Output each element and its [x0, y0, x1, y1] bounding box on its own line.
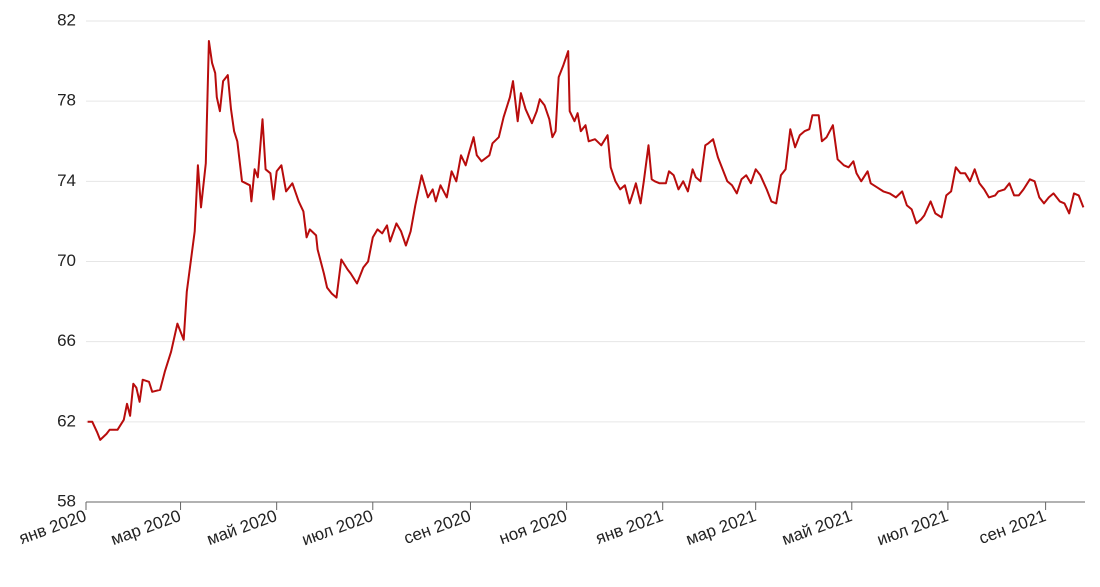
y-tick-label: 82	[57, 10, 76, 29]
y-tick-label: 62	[57, 411, 76, 430]
x-tick-label: янв 2020	[16, 506, 88, 548]
x-tick-label: ноя 2020	[497, 506, 570, 548]
x-tick-label: май 2020	[204, 506, 279, 549]
x-tick-label: мар 2021	[683, 506, 758, 549]
x-tick-label: сен 2021	[976, 506, 1048, 548]
y-tick-label: 78	[57, 91, 76, 110]
y-tick-label: 74	[57, 171, 76, 190]
line	[87, 40, 1085, 441]
x-tick-label: июл 2020	[299, 506, 375, 549]
x-tick-label: янв 2021	[593, 506, 665, 548]
y-tick-label: 66	[57, 331, 76, 350]
y-tick-label: 70	[57, 251, 76, 270]
x-tick-label: июл 2021	[874, 506, 950, 549]
x-tick-label: сен 2020	[401, 506, 473, 548]
y-tick-label: 58	[57, 491, 76, 510]
x-tick-label: мар 2020	[108, 506, 183, 549]
x-tick-label: май 2021	[779, 506, 854, 549]
